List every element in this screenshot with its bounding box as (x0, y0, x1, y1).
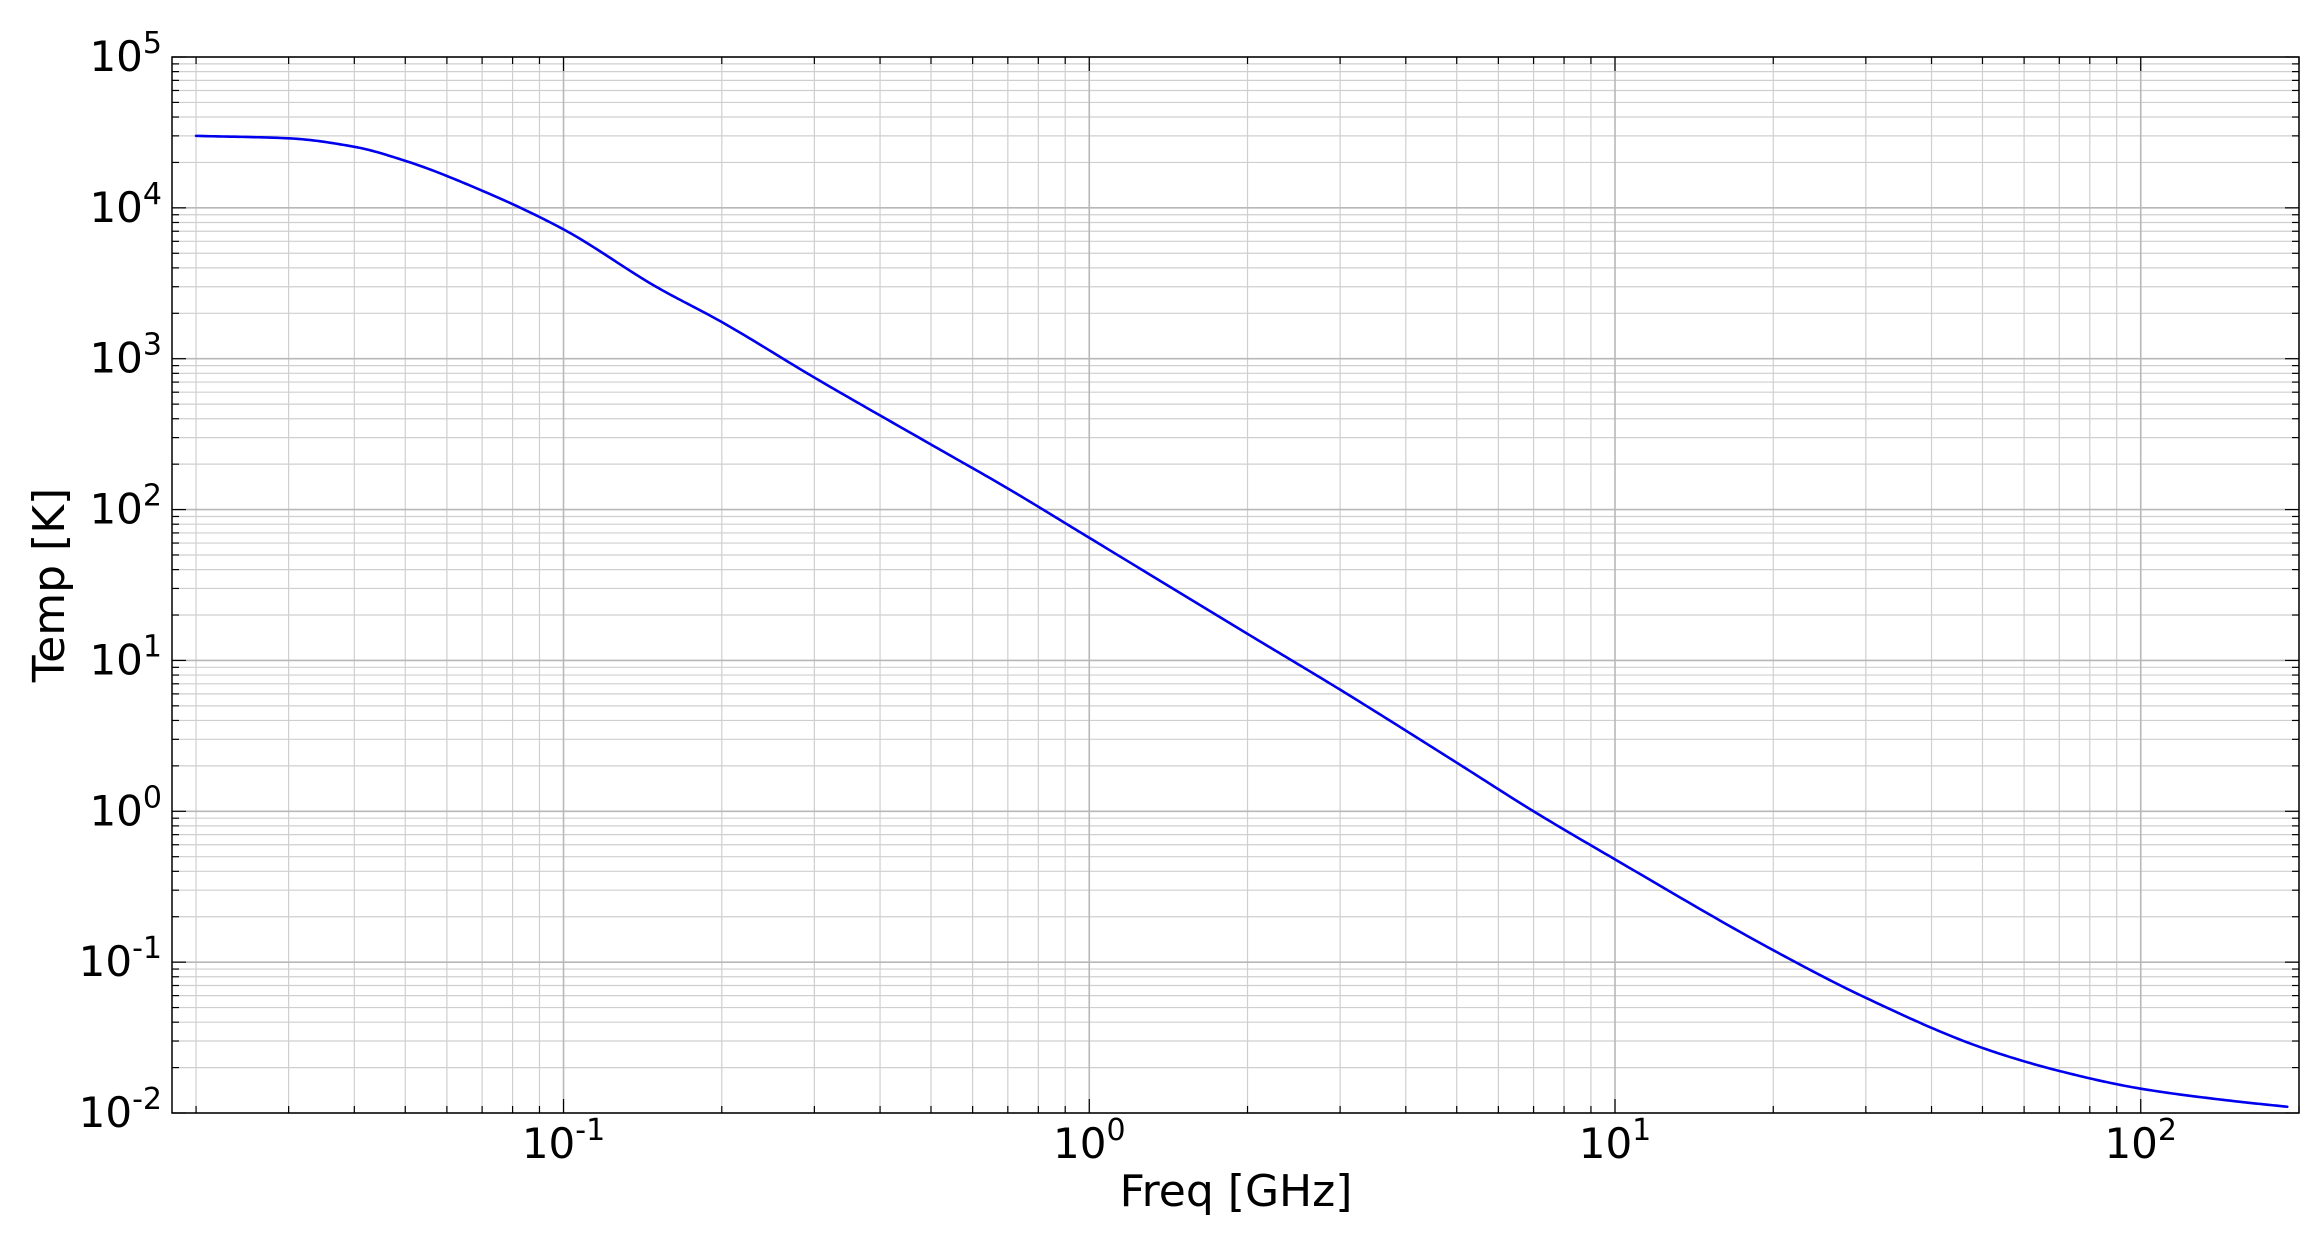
tick-marks (172, 56, 2300, 1114)
series-line (194, 134, 2289, 1109)
x-axis-label: Freq [GHz] (1120, 1166, 1353, 1217)
x-tick-label: 100 (1053, 1113, 1126, 1168)
plot-frame (171, 56, 2300, 1114)
minor-grid (172, 57, 2300, 1113)
y-tick-label: 102 (89, 479, 162, 534)
x-tick-label: 10-1 (522, 1113, 605, 1168)
major-grid (172, 56, 2299, 1114)
x-tick-labels: 10-1 100 101 102 (522, 1113, 2177, 1168)
y-axis-label: Temp [K] (24, 488, 75, 683)
y-tick-label: 10-1 (79, 931, 162, 986)
y-tick-label: 10-2 (79, 1082, 162, 1137)
y-tick-label: 101 (89, 629, 162, 684)
x-tick-label: 101 (1579, 1113, 1652, 1168)
y-tick-label: 104 (89, 177, 162, 232)
y-tick-label: 105 (89, 26, 162, 81)
x-tick-label: 102 (2104, 1113, 2177, 1168)
y-tick-label: 103 (89, 328, 162, 383)
y-tick-label: 100 (89, 780, 162, 835)
y-tick-labels: 10-2 10-1 100 101 102 103 104 105 (79, 26, 162, 1137)
series-group (194, 134, 2289, 1109)
